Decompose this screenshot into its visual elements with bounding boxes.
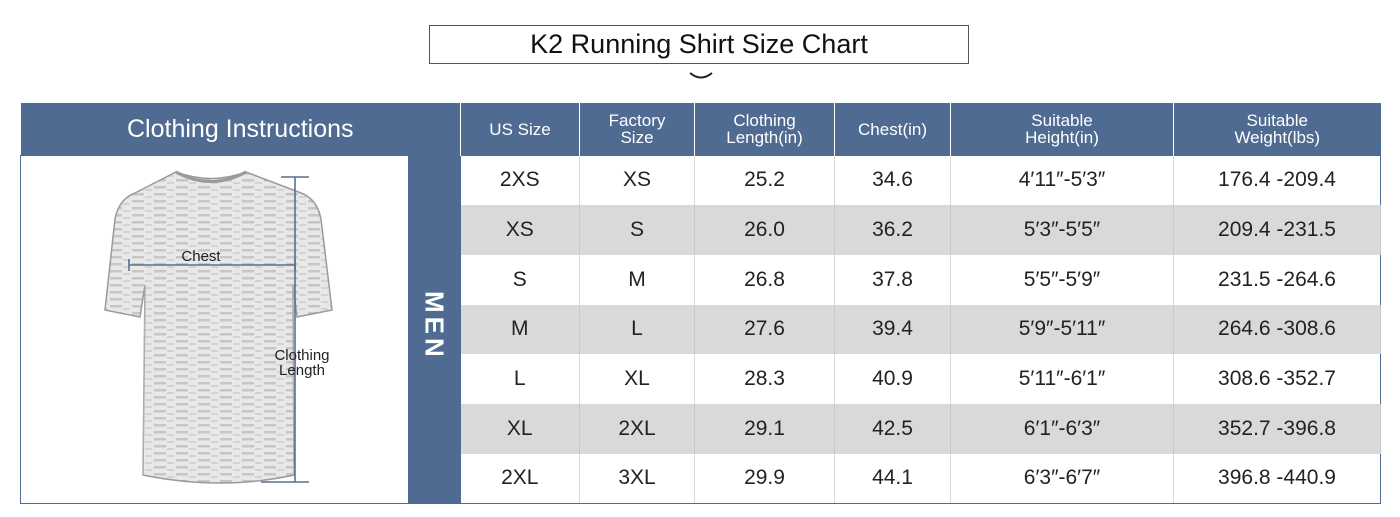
clothing-length-label-line2: Length [279, 362, 325, 379]
cell-weight: 209.4 -231.5 [1173, 205, 1382, 255]
cell-height: 5′9″-5′11″ [950, 304, 1175, 355]
cell-chest: 34.6 [834, 155, 952, 206]
chest-label: Chest [181, 248, 221, 265]
cell-us-size: S [460, 254, 581, 305]
cell-length: 27.6 [694, 304, 836, 355]
table-row: M L 27.6 39.4 5′9″-5′11″ 264.6 -308.6 [21, 304, 1382, 355]
cell-chest: 39.4 [834, 304, 952, 355]
cell-weight: 396.8 -440.9 [1173, 453, 1382, 505]
cell-chest: 37.8 [834, 254, 952, 305]
table-row: XL 2XL 29.1 42.5 6′1″-6′3″ 352.7 -396.8 [21, 403, 1382, 454]
cell-length: 29.9 [694, 453, 836, 505]
cell-factory-size: XS [579, 155, 696, 206]
table-row: XS S 26.0 36.2 5′3″-5′5″ 209.4 -231.5 [21, 205, 1382, 255]
cell-chest: 44.1 [834, 453, 952, 505]
cell-chest: 42.5 [834, 403, 952, 454]
cell-factory-size: XL [579, 354, 696, 404]
t-shirt-icon: Chest Clothing Length [104, 170, 333, 484]
column-header-weight: Suitable Weight(lbs) [1173, 103, 1381, 156]
cell-us-size: 2XS [460, 155, 581, 206]
table-row: Chest Clothing Length MEN 2XS XS 25.2 34… [20, 154, 1382, 505]
cell-length: 26.8 [694, 254, 836, 305]
clothing-length-label-line1: Clothing [274, 347, 329, 364]
cell-factory-size: M [579, 254, 696, 305]
size-chart-table: Clothing Instructions US Size Factory Siz… [20, 103, 1382, 505]
chart-title: K2 Running Shirt Size Chart [429, 25, 969, 64]
cell-weight: 352.7 -396.8 [1173, 403, 1382, 454]
cell-length: 28.3 [694, 354, 836, 404]
cell-weight: 231.5 -264.6 [1173, 254, 1382, 305]
column-header-factory-size: Factory Size [579, 103, 695, 156]
column-header-chest: Chest(in) [834, 103, 951, 156]
table-row: 2XL 3XL 29.9 44.1 6′3″-6′7″ 396.8 -440.9 [21, 453, 1382, 505]
gender-label: MEN [407, 155, 461, 504]
column-header-us-size: US Size [460, 103, 580, 156]
garment-illustration: Chest Clothing Length [20, 154, 408, 505]
column-header-height: Suitable Height(in) [950, 103, 1174, 156]
cell-weight: 308.6 -352.7 [1173, 354, 1382, 404]
cell-chest: 36.2 [834, 205, 952, 255]
cell-length: 25.2 [694, 155, 836, 206]
cell-us-size: XS [460, 205, 581, 255]
cell-factory-size: 2XL [579, 403, 696, 454]
column-header-clothing-length: Clothing Length(in) [694, 103, 835, 156]
cell-length: 26.0 [694, 205, 836, 255]
cell-us-size: 2XL [460, 453, 581, 505]
cell-height: 4′11″-5′3″ [950, 155, 1175, 206]
cell-factory-size: S [579, 205, 696, 255]
cell-chest: 40.9 [834, 354, 952, 404]
table-row: L XL 28.3 40.9 5′11″-6′1″ 308.6 -352.7 [21, 354, 1382, 404]
cell-height: 5′3″-5′5″ [950, 205, 1175, 255]
chevron-down-icon [689, 72, 713, 79]
cell-height: 5′11″-6′1″ [950, 354, 1175, 404]
cell-weight: 264.6 -308.6 [1173, 304, 1382, 355]
table-row: S M 26.8 37.8 5′5″-5′9″ 231.5 -264.6 [21, 254, 1382, 305]
cell-us-size: XL [460, 403, 581, 454]
cell-length: 29.1 [694, 403, 836, 454]
cell-height: 6′1″-6′3″ [950, 403, 1175, 454]
cell-height: 6′3″-6′7″ [950, 453, 1175, 505]
cell-us-size: L [460, 354, 581, 404]
cell-factory-size: L [579, 304, 696, 355]
cell-us-size: M [460, 304, 581, 355]
cell-height: 5′5″-5′9″ [950, 254, 1175, 305]
table-header-row: Clothing Instructions US Size Factory Siz… [20, 103, 1381, 156]
cell-factory-size: 3XL [579, 453, 696, 505]
cell-weight: 176.4 -209.4 [1173, 155, 1382, 206]
clothing-instructions-heading: Clothing Instructions [20, 103, 461, 156]
